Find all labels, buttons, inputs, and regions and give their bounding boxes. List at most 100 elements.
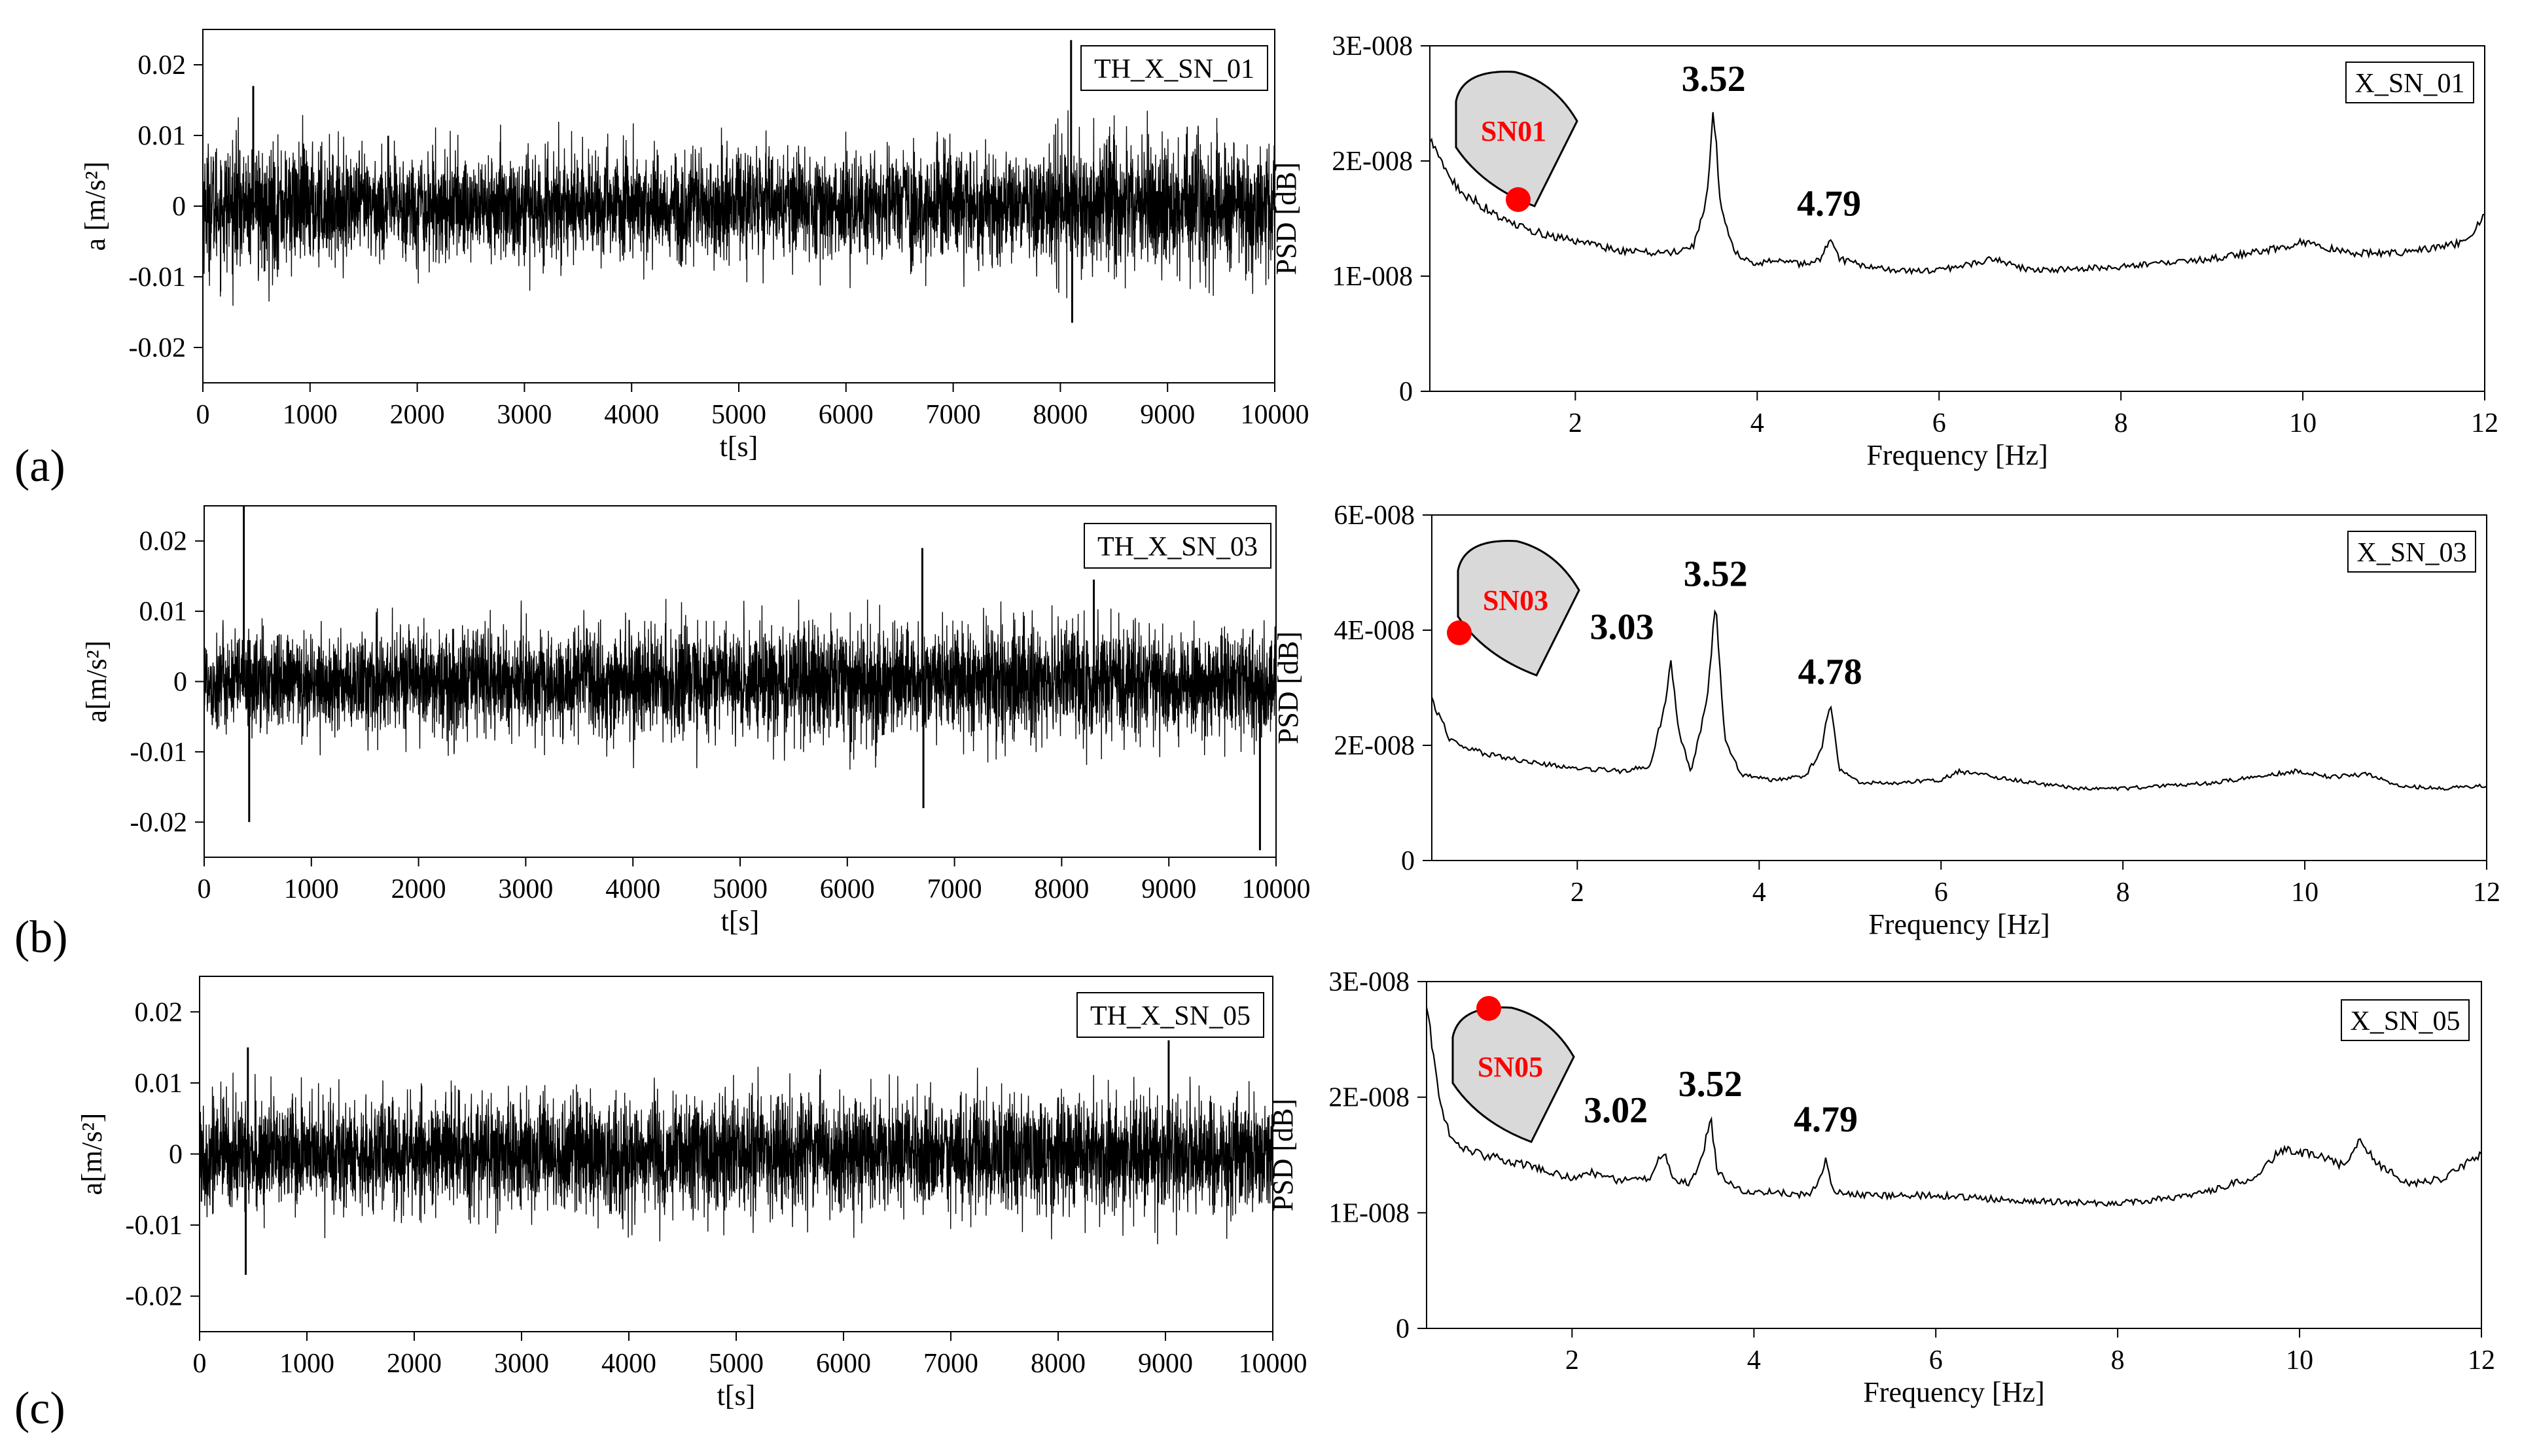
legend-label: TH_X_SN_01 — [1094, 54, 1254, 84]
peak-label: 4.78 — [1798, 652, 1862, 692]
legend-box — [2347, 531, 2476, 573]
x-tick-label: 8 — [2111, 1345, 2125, 1376]
acceleration-trace — [204, 599, 1277, 770]
x-tick-label: 10000 — [1239, 1349, 1307, 1379]
x-tick-label: 10 — [2286, 1345, 2313, 1376]
acceleration-trace — [202, 110, 1275, 306]
y-tick-label: -0.01 — [130, 737, 188, 768]
x-tick-label: 6000 — [816, 1349, 871, 1379]
y-tick-label: 3E-008 — [1332, 31, 1413, 62]
psd-curve — [1425, 1007, 2482, 1208]
x-tick-label: 10000 — [1241, 400, 1309, 430]
y-axis-label: PSD [dB] — [1267, 1099, 1299, 1211]
plot-frame — [1426, 981, 2482, 1329]
legend-label: TH_X_SN_05 — [1090, 1001, 1251, 1031]
y-axis-label: a[m/s²] — [80, 641, 113, 723]
peak-label: 4.79 — [1794, 1099, 1858, 1140]
chart-3: 0 1000 2000 3000 4000 5000 6000 7000 8000 9000 100… — [80, 505, 1311, 937]
chart-6: 2 4 6 8 10 12 0 1E-008 2E-008 3E-008 Frequency [Hz… — [1267, 967, 2495, 1408]
x-tick-label: 1000 — [283, 400, 338, 430]
x-tick-label: 3000 — [494, 1349, 549, 1379]
y-tick-label: 0 — [169, 1140, 183, 1170]
x-tick-label: 7000 — [927, 874, 982, 904]
y-tick-label: 0.01 — [139, 597, 188, 627]
psd-curve — [1429, 112, 2485, 275]
sensor-plan-shape — [1455, 71, 1578, 207]
x-tick-label: 8000 — [1031, 1349, 1086, 1379]
x-tick-label: 0 — [196, 400, 210, 430]
y-tick-label: 1E-008 — [1328, 1198, 1410, 1228]
peak-label: 3.52 — [1684, 554, 1748, 594]
y-tick-label: 2E-008 — [1334, 731, 1415, 761]
x-axis-label: t[s] — [717, 1379, 756, 1412]
x-axis-label: t[s] — [720, 431, 758, 463]
y-tick-label: 0.01 — [138, 121, 186, 151]
x-tick-label: 4000 — [601, 1349, 656, 1379]
x-tick-label: 9000 — [1140, 400, 1195, 430]
x-tick-label: 6 — [1932, 408, 1946, 438]
x-tick-label: 8 — [2116, 878, 2130, 908]
x-tick-label: 5000 — [709, 1349, 764, 1379]
chart-2: 2 4 6 8 10 12 0 1E-008 2E-008 3E-008 Frequency [Hz… — [1270, 31, 2498, 471]
x-tick-label: 8000 — [1034, 874, 1089, 904]
x-tick-label: 1000 — [279, 1349, 334, 1379]
x-tick-label: 5000 — [713, 874, 768, 904]
peak-label: 3.03 — [1590, 607, 1654, 647]
x-tick-label: 6 — [1934, 878, 1948, 908]
sensor-marker — [1447, 620, 1472, 645]
psd-curve — [1430, 609, 2487, 792]
plot-frame — [1429, 45, 2485, 392]
y-tick-label: 6E-008 — [1334, 501, 1415, 531]
x-tick-label: 9000 — [1141, 874, 1196, 904]
x-tick-label: 4 — [1750, 408, 1764, 438]
y-tick-label: 0 — [1399, 377, 1413, 407]
sensor-plan-shape — [1457, 540, 1580, 677]
legend-box — [2341, 999, 2470, 1041]
legend-box — [2345, 62, 2474, 103]
y-tick-label: 0.01 — [135, 1069, 183, 1099]
chart-5: 0 1000 2000 3000 4000 5000 6000 7000 8000 9000 100… — [76, 976, 1307, 1412]
x-tick-label: 0 — [193, 1349, 207, 1379]
x-tick-label: 4000 — [605, 874, 660, 904]
x-tick-label: 3000 — [497, 400, 552, 430]
y-tick-label: -0.01 — [129, 262, 186, 293]
x-tick-label: 10 — [2289, 408, 2317, 438]
x-tick-label: 2000 — [391, 874, 446, 904]
x-tick-label: 5000 — [711, 400, 766, 430]
plot-frame — [1431, 514, 2487, 861]
y-tick-label: 0.02 — [138, 50, 186, 80]
x-tick-label: 2 — [1569, 408, 1582, 438]
x-axis-label: Frequency [Hz] — [1863, 1376, 2044, 1408]
y-tick-label: 0.02 — [135, 997, 183, 1027]
x-tick-label: 10000 — [1242, 874, 1311, 904]
y-tick-label: 2E-008 — [1332, 147, 1413, 177]
sensor-plan-shape — [1451, 1006, 1575, 1143]
x-axis-label: t[s] — [721, 905, 760, 937]
legend-box — [1084, 523, 1271, 569]
x-tick-label: 7000 — [923, 1349, 978, 1379]
peak-label: 3.52 — [1682, 59, 1746, 99]
y-axis-label: PSD [dB] — [1270, 162, 1302, 275]
legend-box — [1080, 45, 1268, 91]
x-tick-label: 2 — [1565, 1345, 1579, 1376]
x-tick-label: 3000 — [498, 874, 553, 904]
x-tick-label: 6000 — [819, 400, 874, 430]
x-tick-label: 2 — [1571, 878, 1584, 908]
chart-4: 2 4 6 8 10 12 0 2E-008 4E-008 6E-008 Frequency [Hz… — [1272, 501, 2500, 940]
x-tick-label: 4 — [1747, 1345, 1761, 1376]
x-tick-label: 4 — [1752, 878, 1766, 908]
y-tick-label: 0 — [1396, 1314, 1410, 1344]
panel-label-a: (a) — [14, 441, 65, 491]
x-tick-label: 12 — [2473, 878, 2500, 908]
y-tick-label: 4E-008 — [1334, 616, 1415, 646]
sensor-marker — [1506, 187, 1531, 212]
peak-label: 4.79 — [1797, 184, 1861, 224]
x-tick-label: 4000 — [604, 400, 659, 430]
y-tick-label: 1E-008 — [1332, 262, 1413, 292]
x-tick-label: 2000 — [390, 400, 445, 430]
charts-group: 0 1000 2000 3000 4000 5000 6000 7000 8000 9000 100… — [76, 29, 2500, 1412]
x-tick-label: 2000 — [387, 1349, 442, 1379]
y-axis-label: a [m/s²] — [79, 162, 111, 251]
x-axis-label: Frequency [Hz] — [1868, 908, 2050, 940]
